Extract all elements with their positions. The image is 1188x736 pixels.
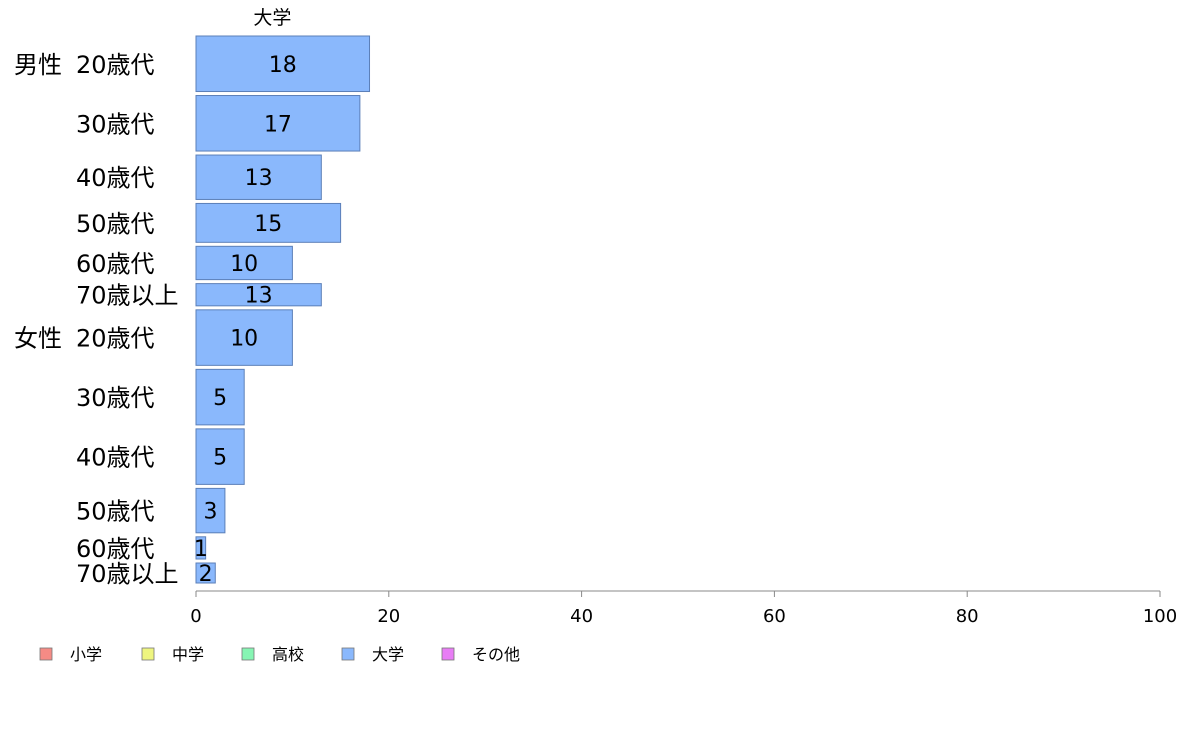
legend-swatch	[241, 647, 255, 661]
legend-label: 大学	[372, 645, 404, 664]
bar-0-3	[195, 202, 342, 243]
bar-0-2	[195, 154, 322, 200]
legend-swatch	[441, 647, 455, 661]
bar-value-label: 10	[230, 252, 258, 277]
bar-1-5	[195, 562, 216, 584]
bar-value-label: 5	[213, 446, 227, 471]
x-tick-label: 40	[570, 606, 593, 627]
category-label: 40歳代	[76, 164, 155, 192]
bar-0-5	[195, 283, 322, 307]
legend-label: その他	[472, 645, 520, 664]
category-label: 70歳以上	[76, 560, 179, 588]
x-tick-label: 20	[377, 606, 400, 627]
category-label: 60歳代	[76, 250, 155, 278]
x-tick-label: 60	[763, 606, 786, 627]
legend-label: 中学	[172, 645, 204, 664]
bar-0-0	[195, 35, 371, 93]
category-label: 20歳代	[76, 51, 155, 79]
bar-value-label: 17	[264, 112, 292, 137]
bar-1-3	[195, 487, 226, 534]
group-label: 女性	[14, 325, 62, 353]
legend-swatch	[141, 647, 155, 661]
bar-value-label: 13	[245, 284, 273, 309]
x-tick-label: 80	[956, 606, 979, 627]
chart-title: 大学	[253, 7, 291, 29]
legend-label: 小学	[70, 645, 102, 664]
bar-1-4	[195, 536, 207, 560]
bar-value-label: 3	[203, 500, 217, 525]
category-label: 50歳代	[76, 210, 155, 238]
bar-value-label: 18	[269, 53, 297, 78]
bar-value-label: 1	[194, 537, 208, 562]
category-label: 50歳代	[76, 498, 155, 526]
category-label: 70歳以上	[76, 282, 179, 310]
category-label: 30歳代	[76, 384, 155, 412]
bar-1-2	[195, 428, 245, 485]
bar-1-1	[195, 368, 245, 426]
bar-0-1	[195, 95, 361, 152]
bar-value-label: 5	[213, 386, 227, 411]
bar-0-4	[195, 245, 293, 281]
bar-value-label: 15	[254, 212, 282, 237]
bar-1-0	[195, 309, 293, 366]
legend-swatch	[39, 647, 53, 661]
category-label: 40歳代	[76, 444, 155, 472]
x-tick-label: 100	[1143, 606, 1177, 627]
bar-value-label: 13	[245, 166, 273, 191]
group-label: 男性	[14, 51, 62, 79]
category-label: 30歳代	[76, 110, 155, 138]
category-label: 60歳代	[76, 535, 155, 563]
bar-value-label: 2	[199, 562, 213, 587]
category-label: 20歳代	[76, 325, 155, 353]
legend-label: 高校	[272, 645, 304, 664]
bar-value-label: 10	[230, 327, 258, 352]
legend-swatch	[341, 647, 355, 661]
x-tick-label: 0	[190, 606, 201, 627]
